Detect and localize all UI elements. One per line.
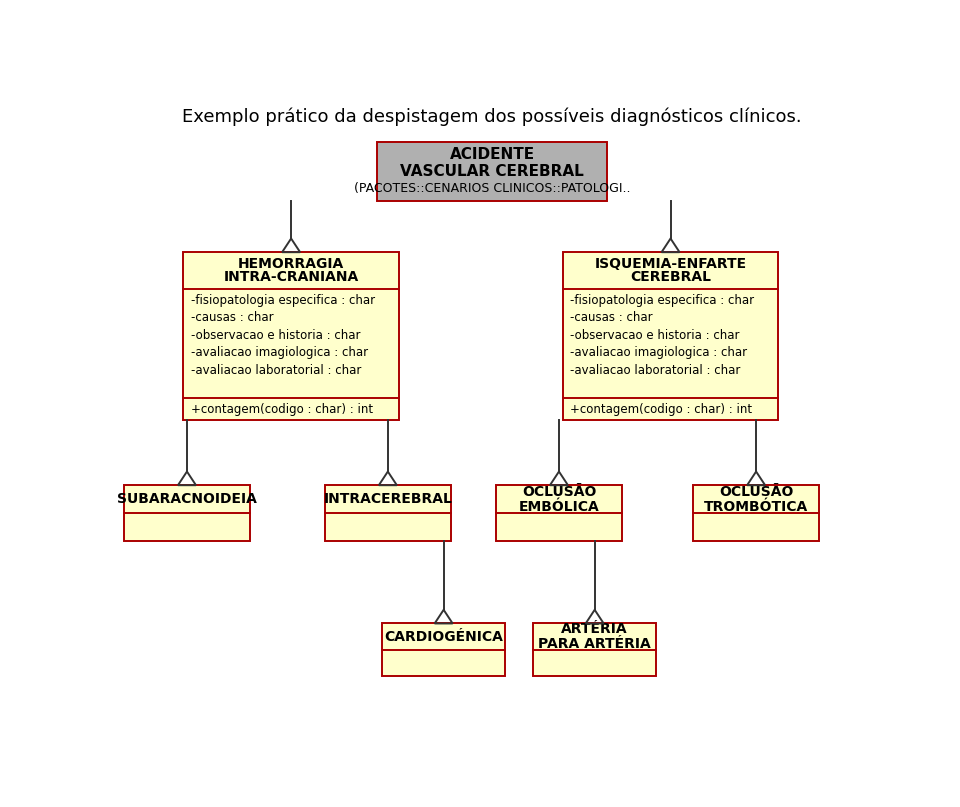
- Text: INTRACEREBRAL: INTRACEREBRAL: [324, 492, 452, 506]
- Text: EMBÓLICA: EMBÓLICA: [518, 500, 599, 513]
- Text: ISQUEMIA-ENFARTE: ISQUEMIA-ENFARTE: [594, 257, 747, 271]
- Text: (PACOTES::CENARIOS CLINICOS::PATOLOGI..: (PACOTES::CENARIOS CLINICOS::PATOLOGI..: [353, 182, 631, 195]
- Text: -avaliacao laboratorial : char: -avaliacao laboratorial : char: [191, 364, 361, 377]
- Text: ARTÉRIA: ARTÉRIA: [562, 622, 628, 636]
- Text: INTRA-CRANIANA: INTRA-CRANIANA: [224, 270, 359, 285]
- Text: PARA ARTÉRIA: PARA ARTÉRIA: [539, 638, 651, 651]
- FancyBboxPatch shape: [382, 624, 505, 676]
- FancyBboxPatch shape: [183, 252, 399, 420]
- Text: OCLUSÃO: OCLUSÃO: [719, 485, 793, 499]
- FancyBboxPatch shape: [563, 252, 779, 420]
- Text: CEREBRAL: CEREBRAL: [630, 270, 711, 285]
- FancyBboxPatch shape: [376, 142, 608, 201]
- Text: -avaliacao laboratorial : char: -avaliacao laboratorial : char: [570, 364, 740, 377]
- Text: TROMBÓTICA: TROMBÓTICA: [704, 500, 808, 513]
- Text: +contagem(codigo : char) : int: +contagem(codigo : char) : int: [570, 404, 753, 416]
- FancyBboxPatch shape: [495, 485, 622, 541]
- Text: -avaliacao imagiologica : char: -avaliacao imagiologica : char: [191, 346, 368, 359]
- FancyBboxPatch shape: [534, 624, 656, 676]
- Text: -causas : char: -causas : char: [570, 312, 653, 324]
- FancyBboxPatch shape: [324, 485, 451, 541]
- Text: OCLUSÃO: OCLUSÃO: [522, 485, 596, 499]
- FancyBboxPatch shape: [124, 485, 251, 541]
- FancyBboxPatch shape: [693, 485, 820, 541]
- Text: +contagem(codigo : char) : int: +contagem(codigo : char) : int: [191, 404, 372, 416]
- Text: -avaliacao imagiologica : char: -avaliacao imagiologica : char: [570, 346, 747, 359]
- Text: -observacao e historia : char: -observacao e historia : char: [191, 329, 360, 342]
- Text: -fisiopatologia especifica : char: -fisiopatologia especifica : char: [570, 294, 755, 307]
- Text: SUBARACNOIDEIA: SUBARACNOIDEIA: [117, 492, 257, 506]
- Text: -causas : char: -causas : char: [191, 312, 274, 324]
- Text: -observacao e historia : char: -observacao e historia : char: [570, 329, 739, 342]
- Text: -fisiopatologia especifica : char: -fisiopatologia especifica : char: [191, 294, 374, 307]
- Text: CARDIOGÉNICA: CARDIOGÉNICA: [384, 629, 503, 644]
- Text: VASCULAR CEREBRAL: VASCULAR CEREBRAL: [400, 164, 584, 179]
- Text: HEMORRAGIA: HEMORRAGIA: [238, 257, 345, 271]
- Text: Exemplo prático da despistagem dos possíveis diagnósticos clínicos.: Exemplo prático da despistagem dos possí…: [182, 107, 802, 126]
- Text: ACIDENTE: ACIDENTE: [449, 147, 535, 161]
